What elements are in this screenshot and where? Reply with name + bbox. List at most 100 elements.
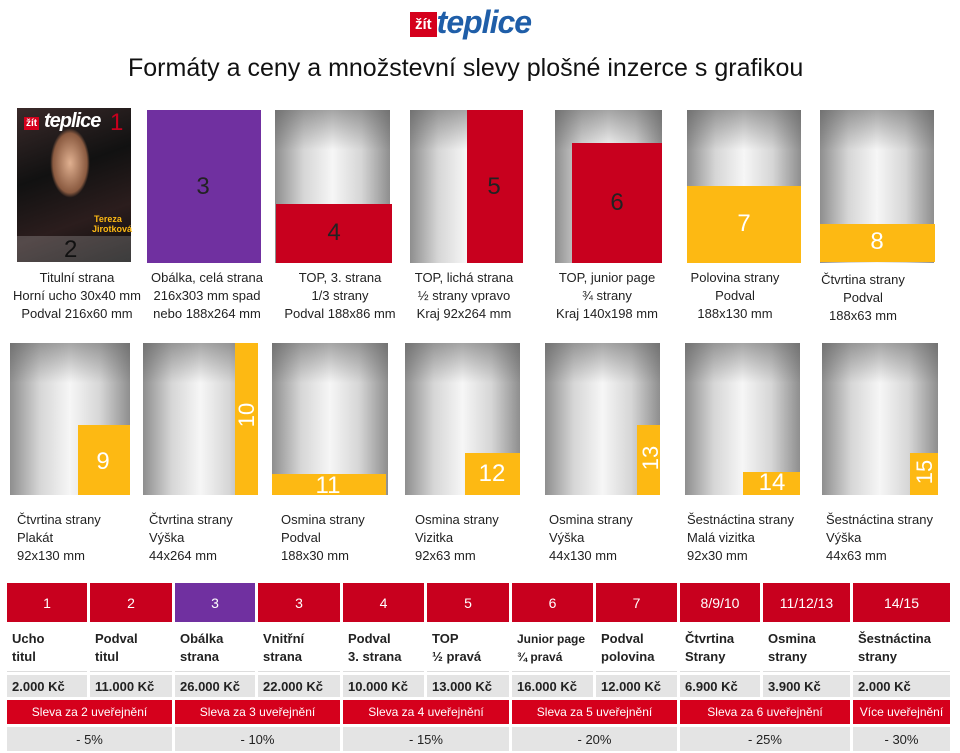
format-caption: 92x130 mm [17, 548, 85, 563]
format-area [687, 186, 801, 263]
table-header-cell: 5 [427, 583, 509, 622]
table-name-line: Podval [601, 631, 644, 646]
table-name-line: strany [768, 649, 808, 664]
format-caption: Šestnáctina strany [687, 512, 794, 527]
format-caption: Čtvrtina strany [821, 272, 905, 287]
table-percent-cell: - 25% [680, 727, 850, 751]
table-name-line: Čtvrtina [685, 631, 735, 646]
table-name-line: Osmina [768, 631, 816, 646]
format-caption: 44x63 mm [826, 548, 887, 563]
table-header-cell: 3 [175, 583, 255, 622]
table-price-cell: 11.000 Kč [90, 675, 172, 697]
page-thumbnail [272, 343, 388, 495]
table-name-cell: Osmina strany [763, 625, 850, 672]
table-percent-cell: - 10% [175, 727, 340, 751]
format-caption: 216x303 mm spad [153, 288, 261, 303]
format-caption: Kraj 140x198 mm [556, 306, 658, 321]
table-name-line: Šestnáctina [858, 631, 931, 646]
table-header-cell: 6 [512, 583, 593, 622]
format-caption: TOP, lichá strana [414, 270, 514, 285]
format-caption: Vizitka [415, 530, 454, 545]
format-number: 1 [110, 109, 124, 136]
table-name-cell: Vnitřní strana [258, 625, 340, 672]
format-area [572, 143, 662, 263]
table-name-line: Junior page [517, 632, 586, 646]
table-header-cell: 8/9/10 [680, 583, 760, 622]
format-caption: Malá vizitka [687, 530, 755, 545]
cover-headline: Jirotková [92, 224, 133, 234]
table-header-cell: 11/12/13 [763, 583, 850, 622]
format-caption: Čtvrtina strany [17, 512, 101, 527]
format-caption: Osmina strany [415, 512, 499, 527]
format-caption: Osmina strany [281, 512, 365, 527]
table-discount-cell: Sleva za 2 uveřejnění [7, 700, 172, 724]
table-discount-cell: Více uveřejnění [853, 700, 950, 724]
format-area [78, 425, 130, 495]
table-price-cell: 16.000 Kč [512, 675, 593, 697]
format-number: 11 [315, 472, 341, 499]
format-number: 15 [912, 459, 937, 485]
table-name-line: polovina [601, 649, 655, 664]
table-name-cell: Podval 3. strana [343, 625, 424, 672]
table-name-line: Ucho [12, 631, 45, 646]
table-name-cell: Obálka strana [175, 625, 255, 672]
format-number: 4 [327, 219, 341, 246]
format-caption: Podval [715, 288, 755, 303]
table-name-cell: Podval titul [90, 625, 172, 672]
table-name-line: strana [180, 649, 220, 664]
format-number: 13 [638, 445, 663, 471]
format-caption: Obálka, celá strana [150, 270, 263, 285]
table-percent-cell: - 20% [512, 727, 677, 751]
format-caption: Podval 188x86 mm [284, 306, 396, 321]
format-area [910, 453, 938, 495]
format-area [147, 110, 261, 263]
table-name-line: Podval [348, 631, 391, 646]
table-discount-cell: Sleva za 6 uveřejnění [680, 700, 850, 724]
table-name-line: Strany [685, 649, 726, 664]
format-number: 14 [758, 469, 786, 496]
table-discount-cell: Sleva za 4 uveřejnění [343, 700, 509, 724]
table-name-line: titul [95, 649, 119, 664]
format-area [235, 343, 258, 495]
format-number: 7 [737, 210, 751, 237]
title: Formáty a ceny a množstevní slevy plošné… [128, 54, 804, 82]
table-name-cell: Junior page ¾ pravá [512, 625, 593, 672]
table-header-cell: 1 [7, 583, 87, 622]
table-header-cell: 3 [258, 583, 340, 622]
format-caption: ½ strany vpravo [417, 288, 511, 303]
format-number: 9 [96, 448, 110, 475]
logo: žít teplice [410, 4, 532, 40]
format-number: 12 [478, 460, 506, 487]
table-percent-cell: - 5% [7, 727, 172, 751]
table-price-cell: 3.900 Kč [763, 675, 850, 697]
format-caption: Výška [149, 530, 185, 545]
format-caption: Osmina strany [549, 512, 633, 527]
format-area [820, 224, 935, 262]
format-caption: Výška [549, 530, 585, 545]
table-discount-cell: Sleva za 5 uveřejnění [512, 700, 677, 724]
table-price-cell: 10.000 Kč [343, 675, 424, 697]
table-name-line: strany [858, 649, 898, 664]
format-caption: nebo 188x264 mm [153, 306, 261, 321]
format-caption: Čtvrtina strany [149, 512, 233, 527]
table-name-line: Vnitřní [263, 631, 305, 646]
cover-name: teplice [44, 110, 101, 132]
table-discount-cell: Sleva za 3 uveřejnění [175, 700, 340, 724]
table-price-cell: 22.000 Kč [258, 675, 340, 697]
cover-strip [17, 236, 131, 262]
table-name-line: Podval [95, 631, 138, 646]
format-number: 8 [870, 228, 884, 255]
table-header-cell: 7 [596, 583, 677, 622]
page-thumbnail [685, 343, 800, 495]
table-price-cell: 6.900 Kč [680, 675, 760, 697]
table-name-cell: TOP ½ pravá [427, 625, 509, 672]
table-name-line: 3. strana [348, 649, 402, 664]
table-name-line: strana [263, 649, 303, 664]
table-name-cell: Ucho titul [7, 625, 87, 672]
format-caption: 188x30 mm [281, 548, 349, 563]
format-caption: ¾ strany [582, 288, 632, 303]
format-area [276, 204, 392, 263]
format-area [637, 425, 660, 495]
table-header-cell: 4 [343, 583, 424, 622]
cover-headline: Tereza [94, 214, 122, 224]
